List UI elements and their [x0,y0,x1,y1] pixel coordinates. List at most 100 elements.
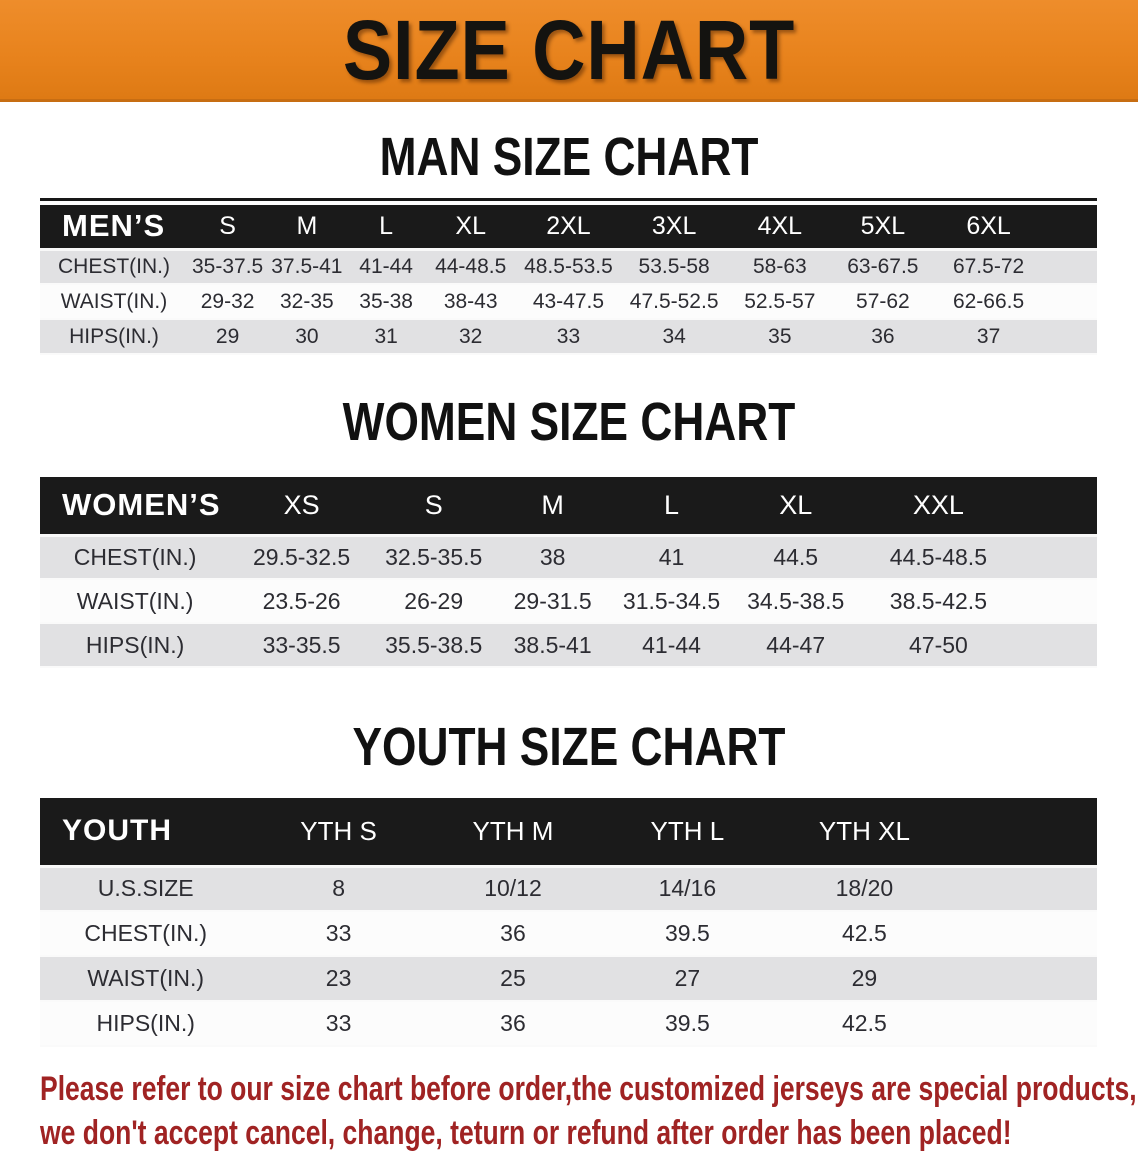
row-label: CHEST(IN.) [73,543,197,570]
header-row: YOUTH YTH S YTH M YTH L YTH XL [40,798,1097,868]
column-header: L [346,205,426,251]
spacer-cell [954,1001,1097,1046]
spacer-cell [1018,579,1097,623]
table-cell: 38 [539,543,566,570]
table-cell: 44-47 [766,631,826,658]
table-cell: 39.5 [664,1010,710,1036]
table-row: CHEST(IN.) 33 36 39.5 42.5 [40,911,1097,956]
spacer-cell [954,798,1097,868]
women-size-table-wrap: WOMEN’S XS S M L XL XXL CHEST(IN.) 29.5-32.5 32.5… [40,477,1097,668]
table-cell: 37.5-41 [271,254,343,278]
table-cell: 34.5-38.5 [747,587,845,614]
spacer-cell [1044,249,1097,284]
spacer-cell [954,866,1097,911]
table-row: WAIST(IN.) 23.5-26 26-29 29-31.5 31.5-34.5 34… [40,579,1097,623]
table-cell: 27 [674,965,701,991]
column-header: 5XL [832,205,934,251]
row-label: U.S.SIZE [97,875,194,902]
table-cell: 35 [768,324,792,348]
men-size-table-wrap: MEN’S S M L XL 2XL 3XL 4XL 5XL 6XL CHEST(IN.) 35-37… [40,198,1097,355]
table-cell: 67.5-72 [952,254,1025,278]
column-header: YTH S [251,798,426,868]
row-label: HIPS(IN.) [96,1010,195,1036]
table-row: WAIST(IN.) 23 25 27 29 [40,956,1097,1001]
table-cell: 58-63 [752,254,807,278]
table-row: HIPS(IN.) 33-35.5 35.5-38.5 38.5-41 41-44 44-… [40,623,1097,667]
table-cell: 43-47.5 [532,289,605,313]
table-cell: 31.5-34.5 [622,587,721,614]
table-title-cell: YOUTH [40,798,252,868]
table-cell: 36 [500,1010,526,1036]
table-cell: 35.5-38.5 [385,631,483,658]
column-header: XXL [859,477,1018,537]
column-header: M [494,477,611,537]
table-top-border [40,198,1097,201]
column-header: 2XL [515,205,622,251]
women-size-table: WOMEN’S XS S M L XL XXL CHEST(IN.) 29.5-32.5 32.5… [40,477,1097,668]
table-title-cell: MEN’S [40,205,188,251]
men-size-table: MEN’S S M L XL 2XL 3XL 4XL 5XL 6XL CHEST(IN.) 35-37… [40,205,1097,355]
row-label: WAIST(IN.) [76,587,194,614]
table-cell: 32-35 [280,289,334,313]
row-label: WAIST(IN.) [87,965,205,991]
table-cell: 53.5-58 [638,254,710,278]
table-cell: 33 [325,1010,352,1036]
table-cell: 38-43 [443,289,498,313]
table-cell: 47.5-52.5 [629,289,719,313]
table-cell: 37 [976,324,1001,348]
table-cell: 8 [332,875,345,902]
table-row: HIPS(IN.) 29 30 31 32 33 34 35 36 37 [40,319,1097,354]
table-row: U.S.SIZE 8 10/12 14/16 18/20 [40,866,1097,911]
table-row: CHEST(IN.) 35-37.5 37.5-41 41-44 44-48.5 48.5… [40,249,1097,284]
table-cell: 48.5-53.5 [524,254,613,278]
table-cell: 62-66.5 [952,289,1025,313]
table-cell: 35-38 [359,289,413,313]
table-cell: 29 [215,324,240,348]
column-header: YTH L [600,798,775,868]
table-cell: 29-31.5 [513,587,592,614]
column-header: 4XL [726,205,833,251]
column-header: YTH M [425,798,601,868]
table-cell: 31 [374,324,398,348]
size-chart-banner: SIZE CHART [0,0,1138,102]
table-cell: 10/12 [484,875,542,902]
table-cell: 33 [556,324,581,348]
table-cell: 38.5-41 [513,631,592,658]
table-cell: 52.5-57 [744,289,816,313]
table-cell: 57-62 [856,289,910,313]
table-cell: 30 [295,324,319,348]
table-cell: 14/16 [658,875,717,902]
row-label: HIPS(IN.) [69,324,159,348]
table-cell: 47-50 [908,631,968,658]
table-cell: 26-29 [404,587,464,614]
banner-title: SIZE CHART [342,2,796,97]
table-title-cell: WOMEN’S [40,477,231,537]
spacer-cell [954,956,1097,1001]
table-cell: 41 [658,543,685,570]
table-cell: 29.5-32.5 [252,543,351,570]
table-cell: 25 [500,965,526,991]
spacer-cell [1044,205,1097,251]
table-cell: 36 [500,920,526,946]
column-header: XL [425,205,516,251]
column-header: L [610,477,733,537]
row-label: CHEST(IN.) [84,920,208,946]
table-cell: 18/20 [835,875,894,902]
men-heading-text: MAN SIZE CHART [379,127,759,187]
spacer-cell [1044,284,1097,319]
table-cell: 41-44 [642,631,701,658]
table-cell: 32.5-35.5 [385,543,483,570]
table-cell: 33 [325,920,352,946]
header-row: WOMEN’S XS S M L XL XXL [40,477,1097,537]
disclaimer-line-1: Please refer to our size chart before or… [40,1070,1137,1108]
table-cell: 44-48.5 [435,254,507,278]
youth-section-heading: YOUTH SIZE CHART [0,668,1138,774]
table-cell: 23.5-26 [262,587,341,614]
table-cell: 33-35.5 [262,631,341,658]
header-row: MEN’S S M L XL 2XL 3XL 4XL 5XL 6XL [40,205,1097,251]
table-cell: 44.5-48.5 [889,543,987,570]
table-cell: 35-37.5 [191,254,264,278]
spacer-cell [1044,319,1097,354]
women-heading-text: WOMEN SIZE CHART [342,392,796,452]
table-cell: 38.5-42.5 [889,587,987,614]
